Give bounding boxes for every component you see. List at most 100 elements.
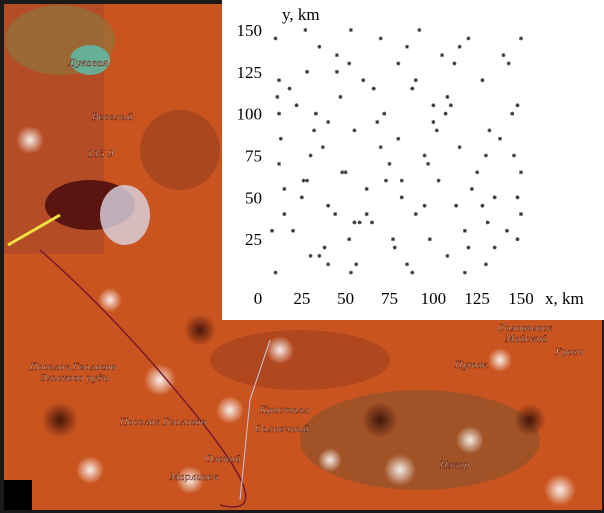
point [391,237,396,242]
point [485,220,490,225]
point [462,270,467,275]
point [299,195,304,200]
map-label: Лукавая [67,59,108,69]
point [317,44,322,49]
point [387,161,392,166]
point [483,153,488,158]
point [312,128,317,133]
map-label: Путак [454,361,488,371]
point [317,253,322,258]
y-tick-label: 50 [245,188,262,207]
y-tick-label: 125 [237,63,263,82]
point [452,61,457,66]
point [515,103,520,108]
x-tick-label: 125 [464,289,490,308]
point [378,36,383,41]
point [431,120,436,125]
point [434,128,439,133]
point [348,270,353,275]
map-label: Веселый [91,113,133,123]
point [371,86,376,91]
point [334,69,339,74]
point [291,228,296,233]
point [343,170,348,175]
point [480,203,485,208]
point [413,78,418,83]
map-label: Олений [205,455,241,465]
point [303,28,308,32]
point [480,78,485,83]
point [515,195,520,200]
point [443,111,448,116]
scatter-plot: y, km x, km 0 25 50 75 100 125 150 25 50 75 100 125… [237,5,584,308]
point [347,61,352,66]
point [504,228,509,233]
point [320,145,325,150]
point [352,128,357,133]
x-tick-label: 100 [421,289,447,308]
x-tick-label: 150 [508,289,534,308]
point [305,69,310,74]
point [364,186,369,191]
point [405,44,410,49]
point [287,86,292,91]
point [282,212,287,217]
point [399,178,404,183]
map-label: Соловьевск [498,324,553,334]
point [326,262,331,267]
point [427,237,432,242]
point [399,195,404,200]
map-label: Изкар [439,461,469,471]
point [410,86,415,91]
point [275,94,280,99]
point [431,103,436,108]
point [475,170,480,175]
point [510,111,515,116]
point [322,245,327,250]
y-axis-label: y, km [282,5,320,24]
point [326,203,331,208]
point [436,178,441,183]
x-tick-label: 75 [381,289,398,308]
point [457,44,462,49]
point [340,170,345,175]
point [364,212,369,217]
point [352,220,357,225]
point [278,136,283,141]
point [492,195,497,200]
map-label: 115.9 [88,150,114,160]
point [305,178,310,183]
point [294,103,299,108]
point [497,136,502,141]
map-label: Поселок Геологов [119,418,206,428]
point [378,145,383,150]
point [417,28,422,32]
point [422,203,427,208]
map-label: Кристалл [259,406,309,416]
y-tick-label: 25 [245,230,262,249]
point [326,120,331,125]
point [405,262,410,267]
point [519,212,523,217]
point [361,78,366,83]
point [515,237,520,242]
point [348,28,353,32]
point [466,36,471,41]
point [277,111,282,116]
point [440,53,445,58]
y-tick-label: 150 [237,21,263,40]
map-labels: Лукавая Веселый 115.9 Поселок Геологов Э… [29,59,584,483]
x-tick-label: 25 [293,289,310,308]
point [354,262,359,267]
point [375,120,380,125]
point [273,36,278,41]
y-tick-label: 100 [237,105,263,124]
point [308,153,313,158]
point [410,270,415,275]
map-label: Эльского рудн. [40,374,112,384]
point [308,253,313,258]
point [333,212,338,217]
point [347,237,352,242]
point [369,220,374,225]
